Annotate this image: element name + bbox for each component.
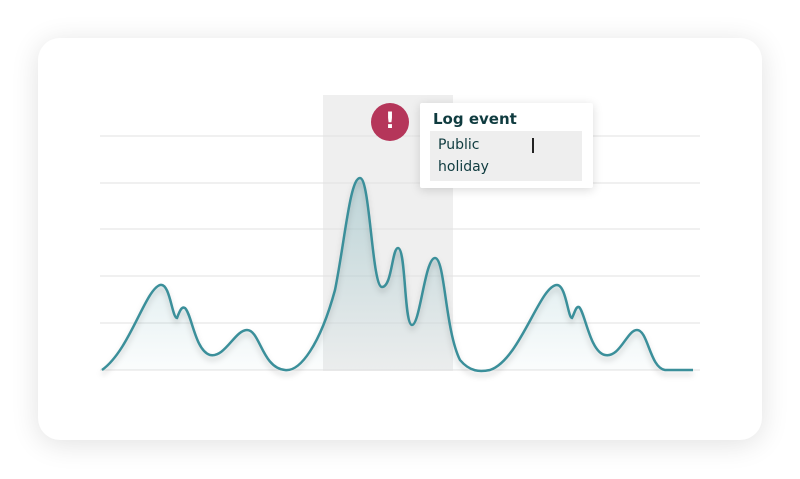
- text-input[interactable]: Public holiday: [430, 131, 582, 181]
- alert-icon[interactable]: !: [371, 103, 409, 141]
- log-event-popup: Log event Public holiday: [420, 103, 593, 188]
- popup-title: Log event: [433, 110, 517, 128]
- trend-line: [101, 176, 693, 373]
- text-cursor: [532, 138, 534, 153]
- input-text: Public holiday: [438, 137, 489, 175]
- area-fill: [102, 178, 693, 371]
